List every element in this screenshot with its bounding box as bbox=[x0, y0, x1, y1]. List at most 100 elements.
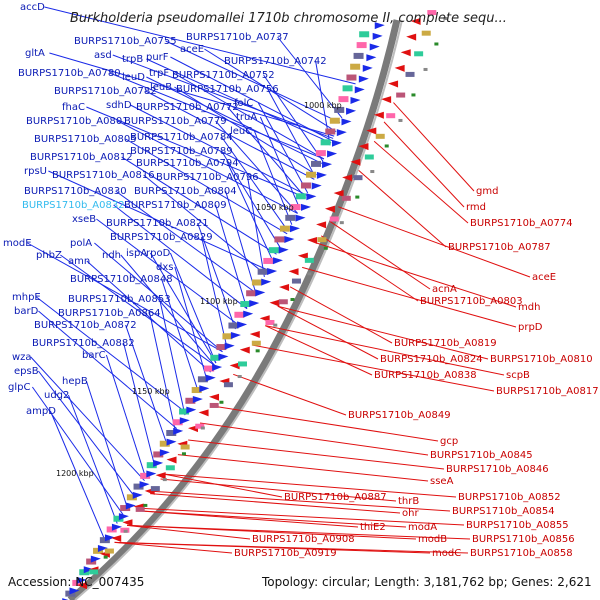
gene-label[interactable]: BURPS1710b_A0845 bbox=[430, 450, 533, 461]
gene-label[interactable]: BURPS1710b_A0829 bbox=[110, 232, 213, 243]
gene-label[interactable]: gcp bbox=[440, 436, 458, 447]
gene-label[interactable]: rpoD bbox=[146, 248, 171, 259]
gene-label[interactable]: ispA bbox=[126, 248, 147, 259]
gene-label[interactable]: BURPS1710b_A0810 bbox=[490, 354, 593, 365]
gene-label[interactable]: BURPS1710b_A0824 bbox=[380, 354, 483, 365]
gene-label[interactable]: leuD bbox=[122, 72, 145, 83]
gene-label[interactable]: BURPS1710b_A0809 bbox=[124, 200, 227, 211]
gene-label[interactable]: phbZ bbox=[36, 250, 62, 261]
gene-label[interactable]: polA bbox=[70, 238, 92, 249]
gene-label[interactable]: purF bbox=[146, 52, 169, 63]
gene-label[interactable]: BURPS1710b_A0803 bbox=[420, 296, 523, 307]
gene-label[interactable]: leuB bbox=[150, 82, 172, 93]
gene-label[interactable]: modB bbox=[418, 534, 447, 545]
gene-label[interactable]: BURPS1710b_A0848 bbox=[70, 274, 173, 285]
gene-label[interactable]: scpB bbox=[506, 370, 530, 381]
gene-label[interactable]: ndh bbox=[102, 250, 121, 261]
gene-label[interactable]: BURPS1710b_A0737 bbox=[186, 32, 289, 43]
gene-label[interactable]: thrB bbox=[398, 496, 419, 507]
gene-label[interactable]: BURPS1710b_A0772 bbox=[136, 102, 239, 113]
gene-label[interactable]: BURPS1710b_A0804 bbox=[134, 186, 237, 197]
gene-label[interactable]: BURPS1710b_A0816 bbox=[52, 170, 155, 181]
blue-connector-line bbox=[159, 298, 186, 416]
gene-label[interactable]: BURPS1710b_A0819 bbox=[394, 338, 497, 349]
gene-label[interactable]: BURPS1710b_A0801 bbox=[26, 116, 129, 127]
gene-label[interactable]: aceE bbox=[532, 272, 556, 283]
gene-label[interactable]: BURPS1710b_A0742 bbox=[224, 56, 327, 67]
gene-label[interactable]: BURPS1710b_A0887 bbox=[284, 492, 387, 503]
gene-label[interactable]: sseA bbox=[430, 476, 454, 487]
gene-label[interactable]: BURPS1710b_A0864 bbox=[58, 308, 161, 319]
gene-label[interactable]: glpC bbox=[8, 382, 30, 393]
gene-label[interactable]: BURPS1710b_A0919 bbox=[234, 548, 337, 559]
gene-label[interactable]: ohr bbox=[402, 508, 419, 519]
gene-label[interactable]: BURPS1710b_A0849 bbox=[348, 410, 451, 421]
gene-label[interactable]: modE bbox=[3, 238, 32, 249]
gene-label[interactable]: fhaC bbox=[62, 102, 85, 113]
gene-label[interactable]: epsB bbox=[14, 366, 39, 377]
gene-label[interactable]: mdh bbox=[518, 302, 540, 313]
gene-label[interactable]: gmd bbox=[476, 186, 498, 197]
gene-label[interactable]: BURPS1710b_A0755 bbox=[74, 36, 177, 47]
gene-label[interactable]: BURPS1710b_A0782 bbox=[54, 86, 157, 97]
gene-label[interactable]: BURPS1710b_A0774 bbox=[470, 218, 573, 229]
gene-label[interactable]: wza bbox=[12, 352, 32, 363]
gene-label[interactable]: udg2 bbox=[44, 390, 69, 401]
gene-label[interactable]: amn bbox=[68, 256, 90, 267]
gene-label[interactable]: BURPS1710b_A0789 bbox=[130, 146, 233, 157]
gene-label[interactable]: BURPS1710b_A0872 bbox=[34, 320, 137, 331]
gene-label[interactable]: BURPS1710b_A0784 bbox=[130, 132, 233, 143]
gene-label[interactable]: leuC bbox=[230, 126, 252, 137]
red-connector-line bbox=[150, 493, 401, 514]
gene-label[interactable]: dxs bbox=[156, 262, 173, 273]
gene-label[interactable]: BURPS1710b_A0908 bbox=[252, 534, 355, 545]
gene-label[interactable]: barC bbox=[82, 350, 106, 361]
gene-label[interactable]: BURPS1710b_A0787 bbox=[448, 242, 551, 253]
gene-label[interactable]: BURPS1710b_A0794 bbox=[136, 158, 239, 169]
gene-label[interactable]: asd bbox=[94, 50, 112, 61]
gene-label-highlight[interactable]: BURPS1710b_A0832 bbox=[22, 200, 125, 211]
gene-label[interactable]: hepB bbox=[62, 376, 88, 387]
gene-label[interactable]: BURPS1710b_A0858 bbox=[470, 548, 573, 559]
gene-label[interactable]: BURPS1710b_A0854 bbox=[452, 506, 555, 517]
gene-label[interactable]: modA bbox=[408, 522, 437, 533]
blue-connector-line bbox=[112, 54, 334, 139]
gene-label[interactable]: trpB bbox=[122, 54, 143, 65]
gene-label[interactable]: acnA bbox=[432, 284, 457, 295]
gene-label[interactable]: BURPS1710b_A0805 bbox=[34, 134, 137, 145]
gene-label[interactable]: thiE2 bbox=[360, 522, 386, 533]
gene-label[interactable]: BURPS1710b_A0812 bbox=[30, 152, 133, 163]
gene-label[interactable]: rpsU bbox=[24, 166, 47, 177]
gene-label[interactable]: BURPS1710b_A0780 bbox=[18, 68, 121, 79]
gene-label[interactable]: rmd bbox=[466, 202, 486, 213]
gene-label[interactable]: prpD bbox=[518, 322, 543, 333]
gene-label[interactable]: xseB bbox=[72, 214, 96, 225]
gene-label[interactable]: BURPS1710b_A0756 bbox=[176, 84, 279, 95]
gene-label[interactable]: BURPS1710b_A0779 bbox=[124, 116, 227, 127]
gene-label[interactable]: BURPS1710b_A0882 bbox=[32, 338, 135, 349]
gene-label[interactable]: BURPS1710b_A0852 bbox=[458, 492, 561, 503]
blue-label-connectors bbox=[27, 6, 356, 542]
gene-label[interactable]: BURPS1710b_A0846 bbox=[446, 464, 549, 475]
gene-label[interactable]: BURPS1710b_A0856 bbox=[472, 534, 575, 545]
gene-label[interactable]: BURPS1710b_A0821 bbox=[106, 218, 209, 229]
forward-gene-arrow bbox=[146, 470, 157, 478]
gene-label[interactable]: modC bbox=[432, 548, 461, 559]
gene-label[interactable]: barD bbox=[14, 306, 39, 317]
gene-label[interactable]: BURPS1710b_A0817 bbox=[496, 386, 599, 397]
gene-label[interactable]: folC bbox=[234, 98, 253, 109]
gene-label[interactable]: BURPS1710b_A0830 bbox=[24, 186, 127, 197]
gene-label[interactable]: ampD bbox=[26, 406, 56, 417]
gene-label[interactable]: BURPS1710b_A0752 bbox=[172, 70, 275, 81]
gene-label[interactable]: BURPS1710b_A0855 bbox=[466, 520, 569, 531]
gene-label[interactable]: gltA bbox=[25, 48, 45, 59]
gene-label[interactable]: mhpE bbox=[12, 292, 41, 303]
gene-label[interactable]: BURPS1710b_A0838 bbox=[374, 370, 477, 381]
gene-label[interactable]: BURPS1710b_A0853 bbox=[68, 294, 171, 305]
gene-label[interactable]: sdhD bbox=[106, 100, 132, 111]
gene-label[interactable]: trpF bbox=[149, 68, 169, 79]
gene-label[interactable]: BURPS1710b_A0796 bbox=[156, 172, 259, 183]
category-block bbox=[146, 462, 157, 469]
gene-label[interactable]: aceE bbox=[180, 44, 204, 55]
gene-label[interactable]: truA bbox=[236, 112, 257, 123]
